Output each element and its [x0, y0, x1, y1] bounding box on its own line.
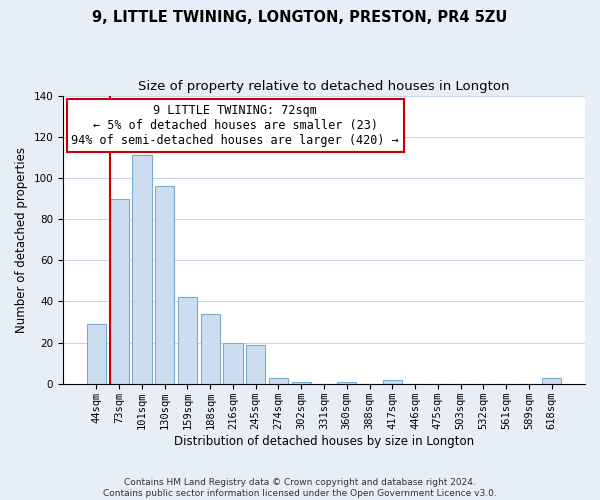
Bar	[178, 298, 197, 384]
X-axis label: Distribution of detached houses by size in Longton: Distribution of detached houses by size …	[174, 434, 474, 448]
Bar	[542, 378, 561, 384]
Title: Size of property relative to detached houses in Longton: Size of property relative to detached ho…	[138, 80, 510, 93]
Bar	[337, 382, 356, 384]
Bar	[200, 314, 220, 384]
Bar	[383, 380, 402, 384]
Bar	[132, 156, 152, 384]
Text: Contains HM Land Registry data © Crown copyright and database right 2024.
Contai: Contains HM Land Registry data © Crown c…	[103, 478, 497, 498]
Bar	[246, 344, 265, 384]
Text: 9 LITTLE TWINING: 72sqm
← 5% of detached houses are smaller (23)
94% of semi-det: 9 LITTLE TWINING: 72sqm ← 5% of detached…	[71, 104, 399, 147]
Bar	[223, 342, 242, 384]
Bar	[155, 186, 175, 384]
Bar	[292, 382, 311, 384]
Bar	[110, 198, 129, 384]
Bar	[87, 324, 106, 384]
Text: 9, LITTLE TWINING, LONGTON, PRESTON, PR4 5ZU: 9, LITTLE TWINING, LONGTON, PRESTON, PR4…	[92, 10, 508, 25]
Y-axis label: Number of detached properties: Number of detached properties	[15, 146, 28, 332]
Bar	[269, 378, 288, 384]
